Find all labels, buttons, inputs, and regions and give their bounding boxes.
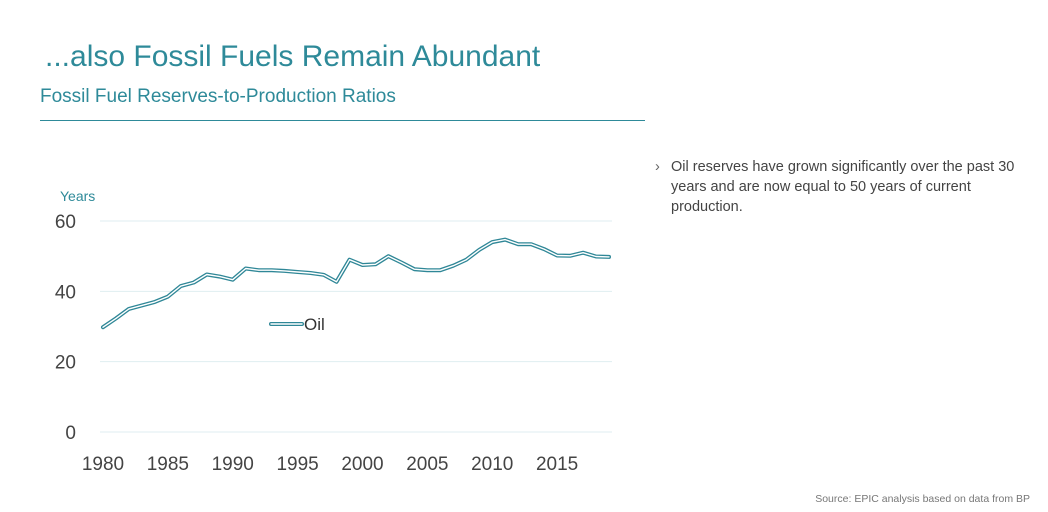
- x-tick-label: 2010: [471, 454, 513, 475]
- x-tick-label: 1980: [82, 454, 124, 475]
- y-tick-labels: 0 20 40 60: [55, 212, 76, 444]
- x-tick-label: 1995: [276, 454, 318, 475]
- y-axis-label: Years: [60, 188, 95, 204]
- bullet-text: Oil reserves have grown significantly ov…: [671, 159, 1015, 215]
- series-line: [102, 238, 610, 328]
- grid-layer: [100, 220, 612, 433]
- source-note: Source: EPIC analysis based on data from…: [815, 493, 1030, 505]
- x-tick-labels: 1980 1985 1990 1995 2000 2005 2010 2015: [82, 454, 578, 475]
- bullet-point: › Oil reserves have grown significantly …: [655, 157, 1025, 217]
- series-line-outline: [101, 237, 611, 330]
- x-tick-label: 1985: [147, 454, 189, 475]
- x-tick-label: 2015: [536, 454, 578, 475]
- y-tick-label: 60: [55, 212, 76, 233]
- slide-title: ...also Fossil Fuels Remain Abundant: [45, 40, 541, 73]
- x-tick-label: 1990: [212, 454, 254, 475]
- x-tick-label: 2005: [406, 454, 448, 475]
- legend-label: Oil: [304, 315, 325, 334]
- y-tick-label: 0: [65, 423, 76, 444]
- bullet-marker: ›: [655, 159, 660, 175]
- title-divider: [40, 120, 645, 121]
- y-tick-label: 40: [55, 282, 76, 303]
- x-tick-label: 2000: [341, 454, 383, 475]
- slide-subtitle: Fossil Fuel Reserves-to-Production Ratio…: [40, 86, 396, 107]
- legend: Oil: [269, 315, 325, 334]
- y-tick-label: 20: [55, 353, 76, 374]
- series-layer: [101, 237, 611, 330]
